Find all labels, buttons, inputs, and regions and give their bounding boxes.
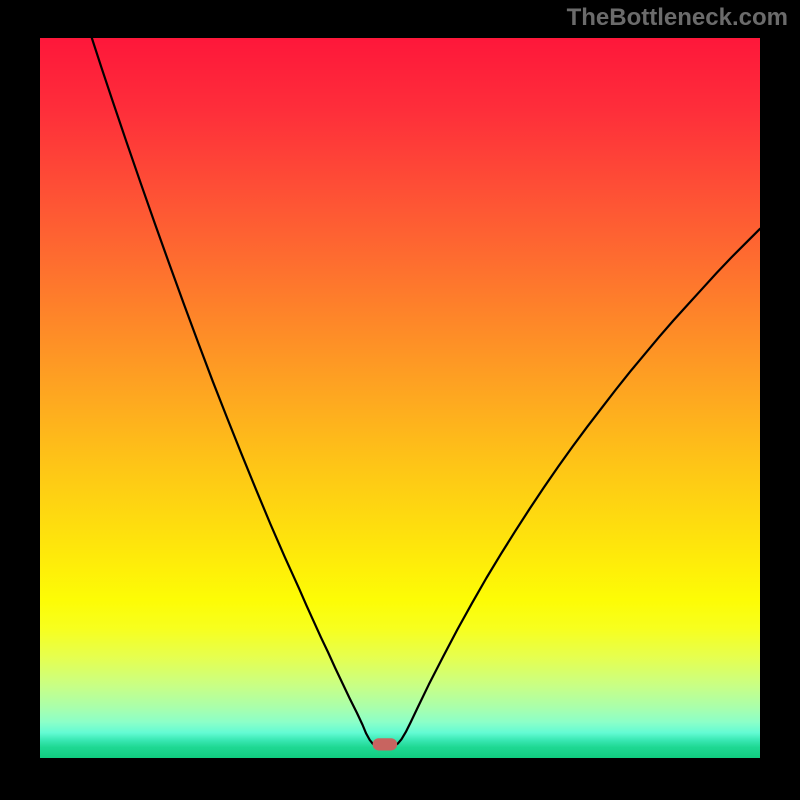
watermark-text: TheBottleneck.com	[567, 4, 788, 32]
plot-area	[40, 38, 760, 758]
optimal-point-marker	[373, 738, 397, 750]
chart-svg	[40, 38, 760, 758]
chart-background	[40, 38, 760, 758]
chart-container: TheBottleneck.com	[0, 0, 800, 800]
